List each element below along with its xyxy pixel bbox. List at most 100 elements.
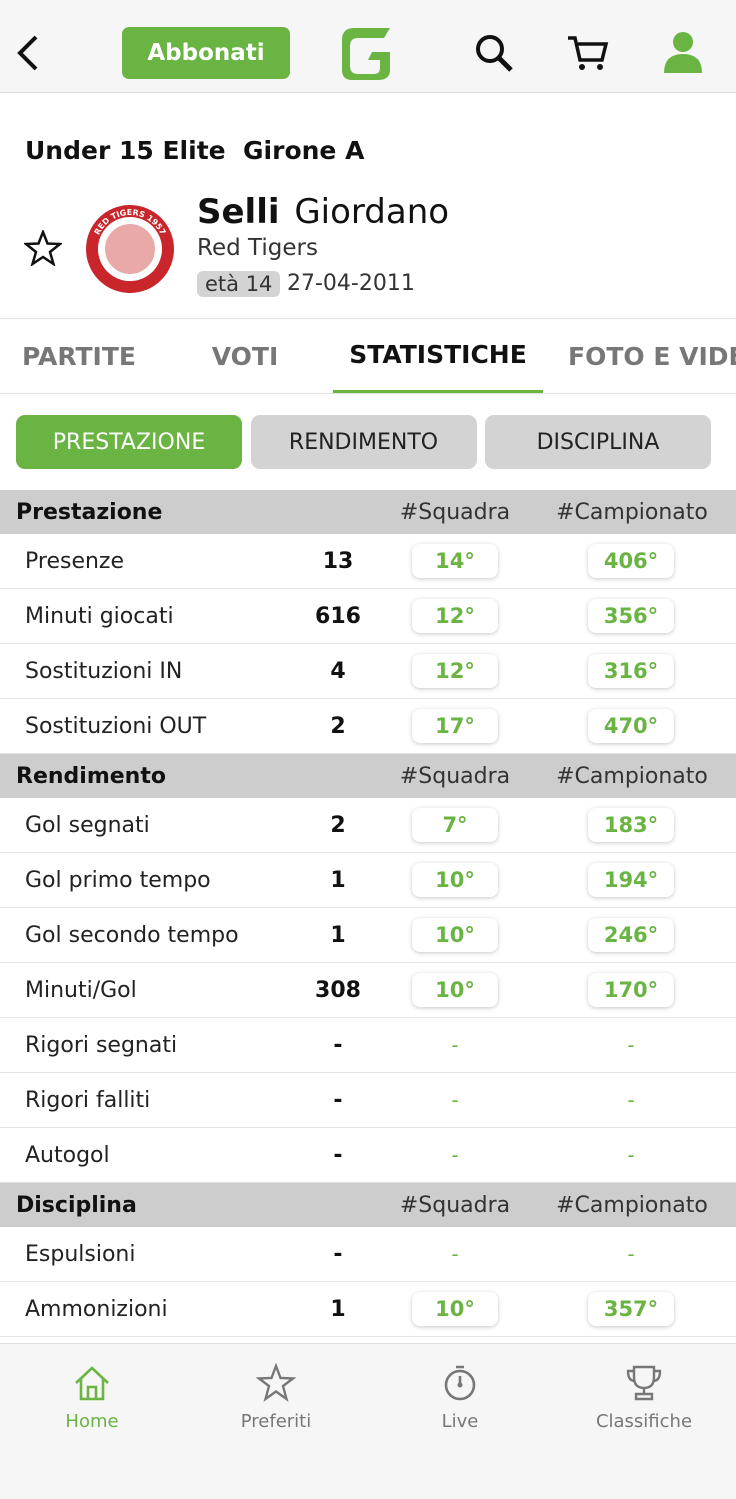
stat-row: Sostituzioni IN 4 12° 316°	[0, 644, 736, 699]
nav-item[interactable]: Home	[0, 1344, 184, 1444]
search-icon[interactable]	[473, 32, 515, 74]
favorite-icon[interactable]	[24, 230, 62, 266]
team-rank: 10°	[412, 918, 498, 952]
section-header: Rendimento #Squadra #Campionato	[0, 754, 736, 798]
nav-label: Preferiti	[240, 1411, 312, 1432]
team-rank: -	[451, 1242, 459, 1266]
stat-label: Gol secondo tempo	[25, 922, 239, 948]
bottom-nav: Home Preferiti Live Classifiche	[0, 1343, 736, 1499]
stat-label: Ammonizioni	[25, 1296, 168, 1322]
league-header: #Campionato	[556, 499, 708, 525]
stat-value: 1	[330, 922, 346, 948]
first-name: Giordano	[294, 192, 450, 232]
league-rank: -	[627, 1033, 635, 1057]
stat-row: Sostituzioni OUT 2 17° 470°	[0, 699, 736, 754]
stat-value: 13	[322, 548, 354, 574]
top-bar: Abbonati	[0, 0, 736, 93]
stat-label: Rigori segnati	[25, 1032, 178, 1058]
stat-label: Sostituzioni OUT	[25, 713, 207, 739]
stat-row: Rigori falliti - - -	[0, 1073, 736, 1128]
league-rank: 470°	[588, 709, 674, 743]
section-title: Disciplina	[16, 1192, 137, 1218]
stat-row: Gol segnati 2 7° 183°	[0, 798, 736, 853]
league-rank: -	[627, 1088, 635, 1112]
league-header: #Campionato	[556, 763, 708, 789]
stat-row: Presenze 13 14° 406°	[0, 534, 736, 589]
competition: Under 15 Elite Girone A	[25, 136, 364, 165]
back-icon[interactable]	[14, 34, 40, 72]
team-name: Red Tigers	[197, 235, 318, 261]
stat-row: Minuti/Gol 308 10° 170°	[0, 963, 736, 1018]
team-rank: 10°	[412, 973, 498, 1007]
nav-icon	[256, 1363, 296, 1402]
stat-value: -	[333, 1241, 343, 1267]
subscribe-button[interactable]: Abbonati	[122, 27, 290, 79]
league-rank: 183°	[588, 808, 674, 842]
stat-label: Rigori falliti	[25, 1087, 151, 1113]
logo-bottom: ROMA	[116, 271, 145, 283]
stat-row: Autogol - - -	[0, 1128, 736, 1183]
stat-row: Rigori segnati - - -	[0, 1018, 736, 1073]
birth-date: 27-04-2011	[287, 271, 415, 296]
team-rank: 10°	[412, 863, 498, 897]
stat-value: -	[333, 1142, 343, 1168]
tab-bar: PARTITE VOTI STATISTICHE FOTO E VIDEO	[0, 318, 736, 394]
app-logo[interactable]	[338, 24, 398, 82]
tab[interactable]: FOTO E VIDEO	[568, 342, 736, 371]
stat-row: Espulsioni - - -	[0, 1227, 736, 1282]
tab[interactable]: VOTI	[211, 342, 279, 371]
league-rank: 194°	[588, 863, 674, 897]
team-rank: -	[451, 1088, 459, 1112]
stat-label: Minuti/Gol	[25, 977, 137, 1003]
nav-icon	[75, 1366, 109, 1401]
user-icon[interactable]	[662, 30, 704, 74]
stat-value: -	[333, 1087, 343, 1113]
logo-bottom-text: ROMA	[116, 271, 145, 283]
section-header: Disciplina #Squadra #Campionato	[0, 1183, 736, 1227]
cart-icon[interactable]	[566, 34, 610, 72]
team-rank: 12°	[412, 599, 498, 633]
team-rank: -	[451, 1143, 459, 1167]
tab[interactable]: STATISTICHE	[333, 319, 543, 393]
stat-value: 308	[315, 977, 361, 1003]
stats-list: Prestazione #Squadra #Campionato Presenze 13…	[0, 490, 736, 1343]
stat-row: Minuti giocati 616 12° 356°	[0, 589, 736, 644]
league-header: #Campionato	[556, 1192, 708, 1218]
stat-value: 2	[330, 713, 346, 739]
nav-item[interactable]: Classifiche	[552, 1344, 736, 1444]
nav-label: Home	[65, 1411, 119, 1432]
stat-row: Gol secondo tempo 1 10° 246°	[0, 908, 736, 963]
section-title: Rendimento	[16, 763, 166, 789]
league-rank: 406°	[588, 544, 674, 578]
surname: Selli	[197, 192, 280, 232]
section-header: Prestazione #Squadra #Campionato	[0, 490, 736, 534]
filter-button[interactable]: RENDIMENTO	[250, 415, 477, 469]
nav-item[interactable]: Live	[368, 1344, 552, 1444]
filter-button[interactable]: DISCIPLINA	[485, 415, 711, 469]
stat-label: Autogol	[25, 1142, 110, 1168]
team-header: #Squadra	[399, 1192, 511, 1218]
stat-value: 4	[330, 658, 346, 684]
stat-label: Espulsioni	[25, 1241, 136, 1267]
league-rank: 246°	[588, 918, 674, 952]
filter-button[interactable]: PRESTAZIONE	[16, 415, 242, 469]
section-title: Prestazione	[16, 499, 163, 525]
team-rank: 12°	[412, 654, 498, 688]
team-header: #Squadra	[399, 499, 511, 525]
nav-item[interactable]: Preferiti	[184, 1344, 368, 1444]
nav-icon	[444, 1365, 476, 1401]
league: Under 15 Elite	[25, 136, 226, 165]
stat-value: 1	[330, 867, 346, 893]
tab[interactable]: PARTITE	[22, 342, 136, 371]
stat-value: 1	[330, 1296, 346, 1322]
nav-icon	[626, 1365, 662, 1401]
team-rank: 10°	[412, 1292, 498, 1326]
league-rank: 170°	[588, 973, 674, 1007]
team-header: #Squadra	[399, 763, 511, 789]
stat-label: Minuti giocati	[25, 603, 174, 629]
team-rank: -	[451, 1033, 459, 1057]
team-rank: 17°	[412, 709, 498, 743]
stat-value: 2	[330, 812, 346, 838]
